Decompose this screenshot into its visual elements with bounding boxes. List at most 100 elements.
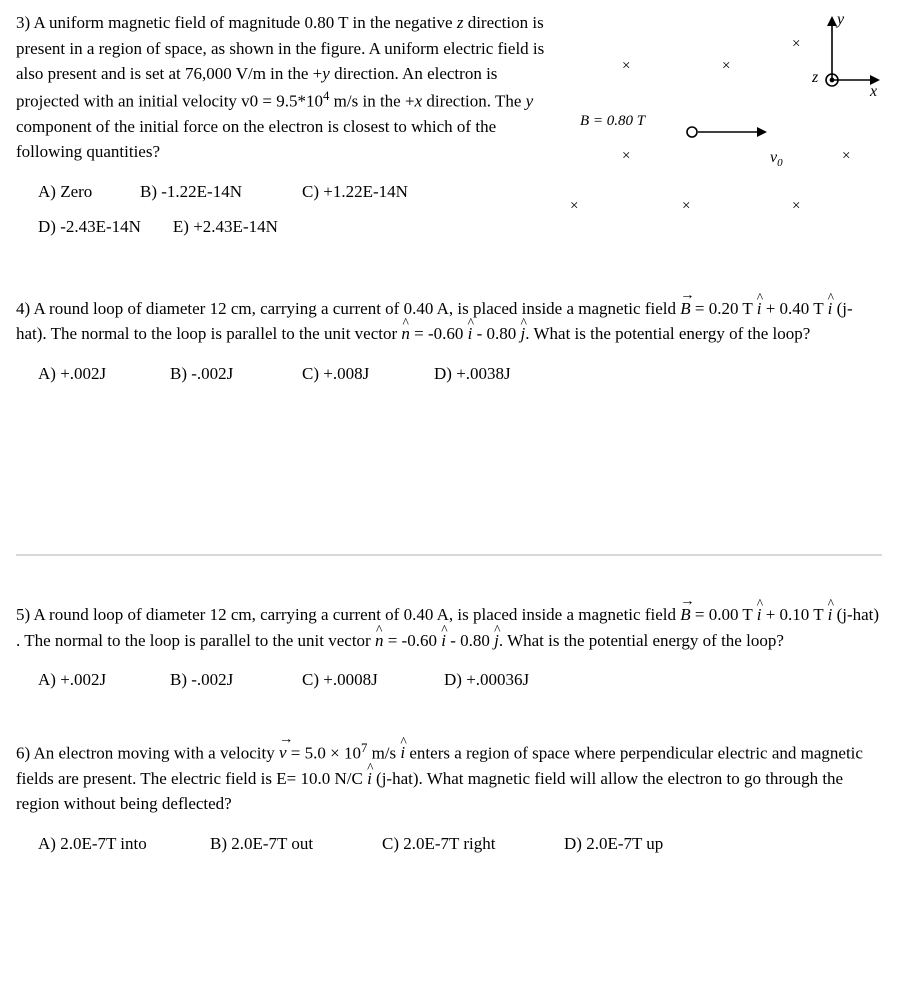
q4-choice-d: D) +.0038J bbox=[434, 361, 511, 387]
q4-t2: + 0.40 T bbox=[766, 299, 828, 318]
q6-t1: 6) An electron moving with a velocity bbox=[16, 743, 279, 762]
q3-choice-c: C) +1.22E-14N bbox=[302, 179, 408, 205]
q5-nmid: - 0.80 bbox=[450, 631, 494, 650]
hat-icon: ^ bbox=[757, 288, 762, 308]
vector-arrow-icon: → bbox=[680, 285, 690, 307]
q4-choice-row: A) +.002J B) -.002J C) +.008J D) +.0038J bbox=[38, 361, 882, 387]
x-mark-icon: × bbox=[792, 198, 800, 214]
q6-choice-a: A) 2.0E-7T into bbox=[38, 831, 178, 857]
q3-y2: y bbox=[526, 91, 534, 110]
q5-choices: A) +.002J B) -.002J C) +.0008J D) +.0003… bbox=[16, 667, 882, 693]
q6-choices: A) 2.0E-7T into B) 2.0E-7T out C) 2.0E-7… bbox=[16, 831, 882, 857]
q5-npre: = -0.60 bbox=[388, 631, 442, 650]
q4-t4: What is the potential energy of the loop… bbox=[533, 324, 810, 343]
i-hat-6a: ^i bbox=[400, 740, 405, 766]
hat-icon: ^ bbox=[757, 594, 762, 614]
q4-para: 4) A round loop of diameter 12 cm, carry… bbox=[16, 296, 882, 347]
question-6: 6) An electron moving with a velocity →v… bbox=[16, 739, 882, 857]
b-label: B = 0.80 T bbox=[580, 113, 647, 129]
vector-arrow-icon: → bbox=[279, 729, 287, 751]
q6-para: 6) An electron moving with a velocity →v… bbox=[16, 739, 882, 817]
q3-diagram: × × × × × × × × B = 0.80 T bbox=[562, 10, 882, 250]
q5-choice-a: A) +.002J bbox=[38, 667, 138, 693]
i-hat-5b: ^i bbox=[828, 602, 833, 628]
q5-choice-c: C) +.0008J bbox=[302, 667, 412, 693]
q4-nmid: - 0.80 bbox=[477, 324, 521, 343]
q6-choice-c: C) 2.0E-7T right bbox=[382, 831, 532, 857]
hat-icon: ^ bbox=[367, 758, 372, 778]
x-mark-icon: × bbox=[570, 198, 578, 214]
q6-choice-b: B) 2.0E-7T out bbox=[210, 831, 350, 857]
q5-choice-d: D) +.00036J bbox=[444, 667, 529, 693]
hat-icon: ^ bbox=[828, 594, 833, 614]
x-axis-label: x bbox=[869, 83, 877, 100]
q3-choices: A) Zero B) -1.22E-14N C) +1.22E-14N D) -… bbox=[16, 179, 552, 240]
q4-choice-a: A) +.002J bbox=[38, 361, 138, 387]
i-hat-5a: ^i bbox=[757, 602, 762, 628]
hat-icon: ^ bbox=[441, 620, 446, 640]
q4-choice-b: B) -.002J bbox=[170, 361, 270, 387]
b-vector: →B bbox=[680, 296, 690, 322]
q3-choice-a: A) Zero bbox=[38, 179, 108, 205]
x-mark-icon: × bbox=[842, 148, 850, 164]
hat-icon: ^ bbox=[521, 313, 526, 333]
q3-x: x bbox=[415, 91, 423, 110]
i-hat-3: ^i bbox=[468, 321, 473, 347]
q3-choice-row-1: A) Zero B) -1.22E-14N C) +1.22E-14N bbox=[38, 179, 552, 205]
q5-choice-row: A) +.002J B) -.002J C) +.0008J D) +.0003… bbox=[38, 667, 882, 693]
q3-diagram-svg: × × × × × × × × B = 0.80 T bbox=[562, 10, 882, 240]
q5-t2: + 0.10 T bbox=[766, 605, 828, 624]
hat-icon: ^ bbox=[468, 313, 473, 333]
n-hat-5: ^n bbox=[375, 628, 384, 654]
hat-icon: ^ bbox=[401, 313, 410, 333]
q3-para: 3) A uniform magnetic field of magnitude… bbox=[16, 10, 552, 165]
j-hat-5: ^j bbox=[494, 628, 499, 654]
z-origin-dot bbox=[830, 78, 833, 81]
i-hat-2: ^i bbox=[828, 296, 833, 322]
page-divider bbox=[16, 416, 882, 556]
hat-icon: ^ bbox=[494, 620, 499, 640]
v0-arrow-icon bbox=[757, 127, 767, 137]
q5-choice-b: B) -.002J bbox=[170, 667, 270, 693]
i-hat-6b: ^i bbox=[367, 766, 372, 792]
q3-y: y bbox=[322, 64, 330, 83]
y-arrow-icon bbox=[827, 16, 837, 26]
q5-para: 5) A round loop of diameter 12 cm, carry… bbox=[16, 602, 882, 653]
x-mark-icon: × bbox=[792, 36, 800, 52]
hat-icon: ^ bbox=[400, 732, 405, 752]
q4-npre: = -0.60 bbox=[414, 324, 468, 343]
j-hat: ^j bbox=[521, 321, 526, 347]
q4-choice-c: C) +.008J bbox=[302, 361, 402, 387]
q3-choice-b: B) -1.22E-14N bbox=[140, 179, 242, 205]
z-axis-label: z bbox=[811, 69, 819, 86]
y-axis-label: y bbox=[835, 11, 845, 28]
q3-choice-row-2: D) -2.43E-14N E) +2.43E-14N bbox=[38, 214, 552, 240]
q3-choice-d: D) -2.43E-14N bbox=[38, 214, 141, 240]
q4-bval: = 0.20 T bbox=[695, 299, 757, 318]
x-mark-icon: × bbox=[722, 58, 730, 74]
x-mark-icon: × bbox=[682, 198, 690, 214]
q3-choice-e: E) +2.43E-14N bbox=[173, 214, 278, 240]
vector-arrow-icon: → bbox=[680, 591, 690, 613]
electron-icon bbox=[687, 127, 697, 137]
q6-choice-row: A) 2.0E-7T into B) 2.0E-7T out C) 2.0E-7… bbox=[38, 831, 882, 857]
q3-t5: direction. The bbox=[422, 91, 526, 110]
q6-vval: = 5.0 × 10 bbox=[291, 743, 361, 762]
q4-choices: A) +.002J B) -.002J C) +.008J D) +.0038J bbox=[16, 361, 882, 387]
q3-t1: 3) A uniform magnetic field of magnitude… bbox=[16, 13, 457, 32]
q5-bval: = 0.00 T bbox=[695, 605, 757, 624]
q5-t4: What is the potential energy of the loop… bbox=[507, 631, 784, 650]
hat-icon: ^ bbox=[375, 620, 384, 640]
question-3: 3) A uniform magnetic field of magnitude… bbox=[16, 10, 882, 250]
x-mark-icon: × bbox=[622, 58, 630, 74]
question-4: 4) A round loop of diameter 12 cm, carry… bbox=[16, 296, 882, 387]
q3-t4: m/s in the + bbox=[329, 91, 414, 110]
q5-t1: 5) A round loop of diameter 12 cm, carry… bbox=[16, 605, 680, 624]
x-mark-icon: × bbox=[622, 148, 630, 164]
i-hat-5c: ^i bbox=[441, 628, 446, 654]
hat-icon: ^ bbox=[828, 288, 833, 308]
q3-body: 3) A uniform magnetic field of magnitude… bbox=[16, 10, 552, 250]
q6-choice-d: D) 2.0E-7T up bbox=[564, 831, 663, 857]
question-5: 5) A round loop of diameter 12 cm, carry… bbox=[16, 602, 882, 693]
v-vector: →v bbox=[279, 740, 287, 766]
